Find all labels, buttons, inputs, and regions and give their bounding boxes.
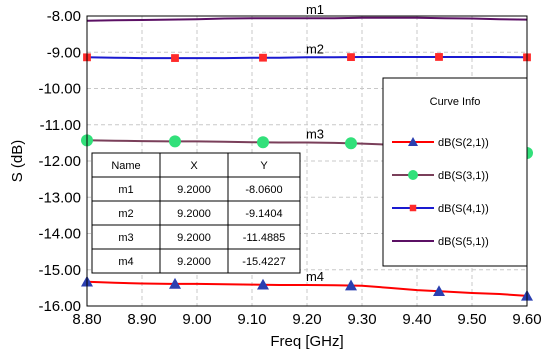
- series-point-3: [171, 54, 179, 62]
- y-tick-label: -16.00: [38, 298, 81, 315]
- y-axis-title: S (dB): [9, 140, 26, 183]
- x-tick-label: 9.30: [347, 311, 376, 328]
- marker-label-m2: m2: [306, 41, 324, 56]
- legend-entry-label: dB(S(2,1)): [438, 137, 489, 149]
- marker-table-cell: 9.2000: [177, 208, 211, 220]
- marker-table-cell: -15.4227: [242, 256, 285, 268]
- series-line-4: [86, 16, 528, 22]
- series-point-1: [345, 279, 357, 291]
- legend-swatch-marker: [409, 204, 417, 212]
- marker-table-cell: -8.0600: [245, 184, 282, 196]
- y-tick-label: -8.00: [47, 8, 81, 25]
- x-tick-label: 9.50: [457, 311, 486, 328]
- series-line-3: [86, 56, 528, 60]
- legend-swatch-marker: [408, 170, 418, 180]
- x-tick-label: 9.40: [402, 311, 431, 328]
- y-tick-label: -9.00: [47, 44, 81, 61]
- y-tick-label: -13.00: [38, 189, 81, 206]
- marker-table: Name X Ym1 9.2000 -8.0600 m2 9.2000 -9.1404 m3 9.…: [91, 152, 301, 274]
- legend-swatch-marker: [408, 137, 418, 146]
- x-axis-title: Freq [GHz]: [270, 333, 343, 350]
- x-tick-label: 9.10: [237, 311, 266, 328]
- marker-table-frame: [91, 152, 301, 274]
- marker-table-cell: -9.1404: [245, 208, 282, 220]
- x-tick-label: 9.20: [292, 311, 321, 328]
- series-point-1: [433, 285, 445, 297]
- marker-table-cell: m1: [118, 184, 133, 196]
- y-tick-label: -10.00: [38, 81, 81, 98]
- series-point-3: [259, 53, 267, 62]
- series-point-3: [435, 53, 443, 61]
- series-point-1: [169, 277, 181, 289]
- marker-label-m1: m1: [306, 2, 324, 17]
- marker-label-m4: m4: [306, 269, 324, 284]
- y-tick-label: -15.00: [38, 262, 81, 279]
- marker-table-header: Y: [260, 160, 268, 172]
- series-point-2: [345, 137, 357, 150]
- marker-label-m3: m3: [306, 126, 324, 141]
- marker-labels: m1 m2 m3 m4: [306, 2, 324, 284]
- legend-entry-label: dB(S(4,1)): [438, 203, 489, 215]
- legend-frame: [382, 77, 528, 267]
- legend-entry-label: dB(S(3,1)): [438, 170, 489, 182]
- series-point-2: [257, 136, 269, 149]
- marker-table-cell: 9.2000: [177, 232, 211, 244]
- marker-table-cell: 9.2000: [177, 256, 211, 268]
- legend-title: Curve Info: [430, 96, 481, 108]
- marker-table-cell: m2: [118, 208, 133, 220]
- x-tick-label: 8.80: [72, 311, 101, 328]
- marker-table-cell: -11.4885: [243, 232, 286, 244]
- y-tick-label: -14.00: [38, 226, 81, 243]
- marker-table-cell: m3: [118, 232, 133, 244]
- series-point-3: [347, 53, 355, 62]
- y-tick-label: -11.00: [40, 117, 81, 134]
- marker-table-header: X: [190, 160, 198, 172]
- x-tick-label: 9.60: [512, 311, 541, 328]
- legend: Curve Info dB(S(2,1)) dB(S(3,1)) dB(S(4,1))…: [382, 77, 528, 267]
- y-axis-ticks: -8.00 -9.00 -10.00 -11.00 -12.00 -13.00 -14.00…: [38, 8, 81, 315]
- marker-table-cell: m4: [118, 256, 133, 268]
- marker-table-header: Name: [111, 160, 140, 172]
- series-line-1: [86, 280, 528, 297]
- x-tick-label: 9.00: [182, 311, 211, 328]
- legend-entry-label: dB(S(5,1)): [438, 236, 489, 248]
- series-point-1: [257, 278, 269, 290]
- marker-table-cell: 9.2000: [177, 184, 211, 196]
- x-tick-label: 8.90: [127, 311, 156, 328]
- y-tick-label: -12.00: [38, 153, 81, 170]
- x-axis-ticks: 8.80 8.90 9.00 9.10 9.20 9.30 9.40 9.50 9.60: [72, 311, 541, 328]
- series-point-2: [169, 135, 181, 148]
